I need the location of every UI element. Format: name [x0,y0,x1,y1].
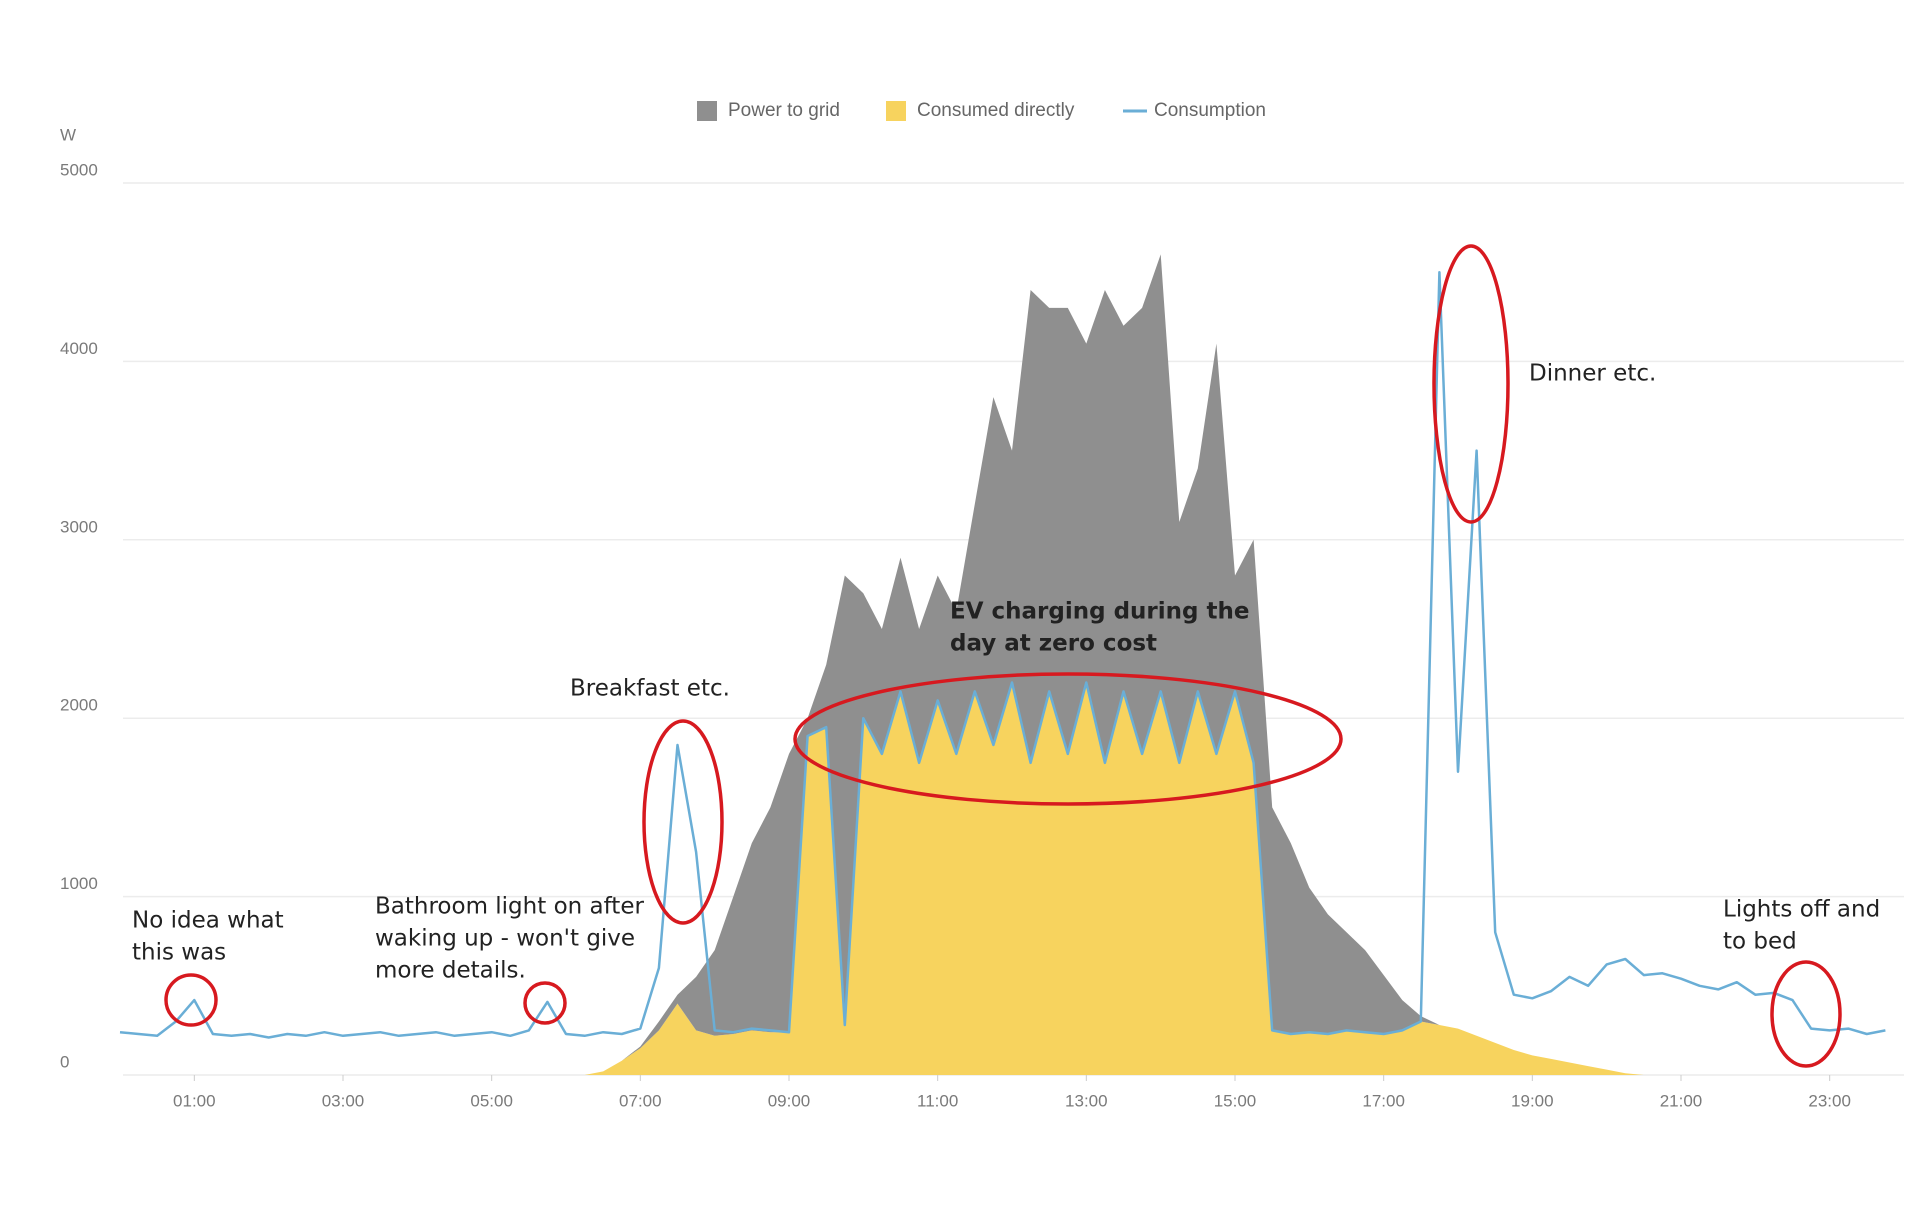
x-tick-label: 17:00 [1362,1091,1405,1110]
legend-label: Consumed directly [917,100,1075,121]
highlight-circle [793,672,1343,806]
x-tick-label: 05:00 [470,1091,513,1110]
x-tick-label: 01:00 [173,1091,216,1110]
x-tick-label: 07:00 [619,1091,662,1110]
annotation: Breakfast etc. [570,676,730,702]
highlight-circle [642,719,724,925]
annotation: day at zero cost [950,631,1157,657]
annotation: waking up - won't give [375,926,635,952]
x-tick-label: 11:00 [917,1091,958,1110]
highlight-circle [1770,960,1842,1068]
y-tick-label: 4000 [60,339,98,358]
highlight-circle [1432,244,1510,524]
legend-swatch [886,101,906,121]
highlight-circle [164,973,218,1027]
x-tick-label: 19:00 [1511,1091,1554,1110]
y-tick-label: 3000 [60,517,98,536]
annotation: Bathroom light on after [375,894,644,920]
y-tick-label: 1000 [60,874,98,893]
y-tick-label: 0 [60,1052,69,1071]
legend-swatch [697,101,717,121]
y-tick-label: 2000 [60,696,98,715]
y-tick-label: 5000 [60,160,98,179]
annotation: this was [132,940,226,966]
x-tick-label: 13:00 [1065,1091,1108,1110]
annotation: Lights off and [1723,897,1880,923]
x-tick-label: 03:00 [322,1091,365,1110]
area [120,682,1886,1075]
x-tick-label: 21:00 [1660,1091,1703,1110]
highlight-circle [523,981,567,1025]
y-axis-label: W [60,125,76,144]
x-tick-label: 23:00 [1808,1091,1851,1110]
x-tick-label: 09:00 [768,1091,811,1110]
line [119,270,1886,1039]
annotation: EV charging during the [950,599,1249,625]
x-tick-label: 15:00 [1214,1091,1257,1110]
legend-label: Power to grid [728,100,840,121]
annotation: Dinner etc. [1529,361,1656,387]
legend-label: Consumption [1154,100,1266,121]
annotation: to bed [1723,929,1797,955]
annotation: No idea what [132,908,284,934]
annotation: more details. [375,958,526,984]
area [120,254,1886,1075]
